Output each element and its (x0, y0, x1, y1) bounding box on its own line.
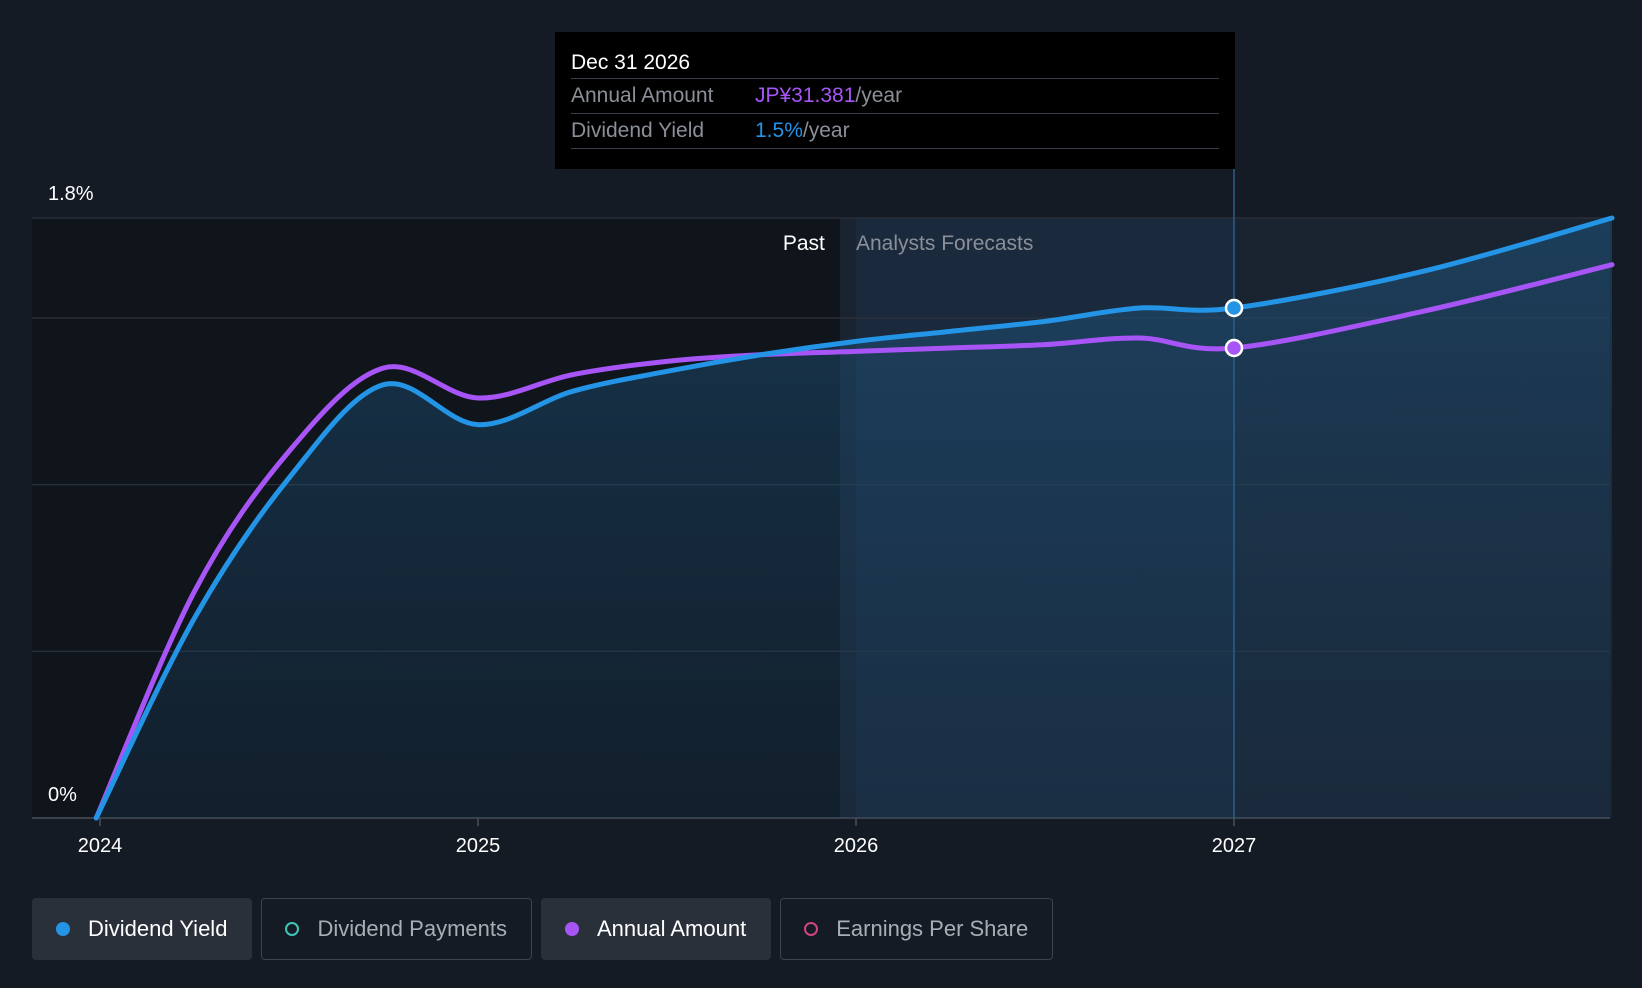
legend-dot-icon (56, 922, 70, 936)
x-tick-label: 2025 (456, 835, 501, 857)
legend-annual-amount[interactable]: Annual Amount (540, 898, 772, 960)
legend-ring-icon (285, 922, 300, 936)
dividend-yield-marker[interactable] (1224, 298, 1244, 318)
y-tick-label: 0% (48, 784, 77, 806)
tooltip-suffix: /year (855, 84, 903, 107)
y-tick-label: 1.8% (48, 183, 94, 205)
tooltip-suffix: /year (802, 119, 850, 142)
legend: Dividend Yield Dividend Payments Annual … (32, 898, 1054, 960)
x-tick-label: 2027 (1212, 835, 1257, 857)
legend-dot-icon (564, 922, 579, 936)
tooltip: Dec 31 2026 Annual Amount JP¥31.381 /yea… (555, 32, 1235, 169)
x-tick-label: 2024 (78, 835, 123, 857)
dividend-yield-area (96, 218, 1613, 818)
legend-dividend-yield[interactable]: Dividend Yield (32, 898, 253, 960)
tooltip-label: Dividend Yield (571, 119, 705, 142)
legend-label: Dividend Payments (317, 916, 507, 941)
past-label: Past (783, 232, 825, 255)
legend-ring-icon (804, 922, 819, 936)
legend-label: Annual Amount (596, 916, 747, 941)
annual-amount-marker[interactable] (1224, 338, 1244, 358)
tooltip-row-annual-amount: Annual Amount JP¥31.381 /year (571, 78, 1219, 113)
tooltip-value: JP¥31.381 (755, 84, 856, 107)
tooltip-label: Annual Amount (571, 84, 714, 107)
legend-earnings-per-share[interactable]: Earnings Per Share (780, 898, 1054, 960)
x-tick-label: 2026 (834, 835, 879, 857)
tooltip-row-dividend-yield: Dividend Yield 1.5% /year (571, 113, 1219, 149)
legend-label: Earnings Per Share (836, 916, 1029, 941)
legend-dividend-payments[interactable]: Dividend Payments (261, 898, 532, 960)
tooltip-value: 1.5% (755, 119, 803, 142)
tooltip-date: Dec 31 2026 (571, 51, 691, 74)
legend-label: Dividend Yield (88, 916, 228, 941)
forecast-label: Analysts Forecasts (856, 232, 1033, 255)
